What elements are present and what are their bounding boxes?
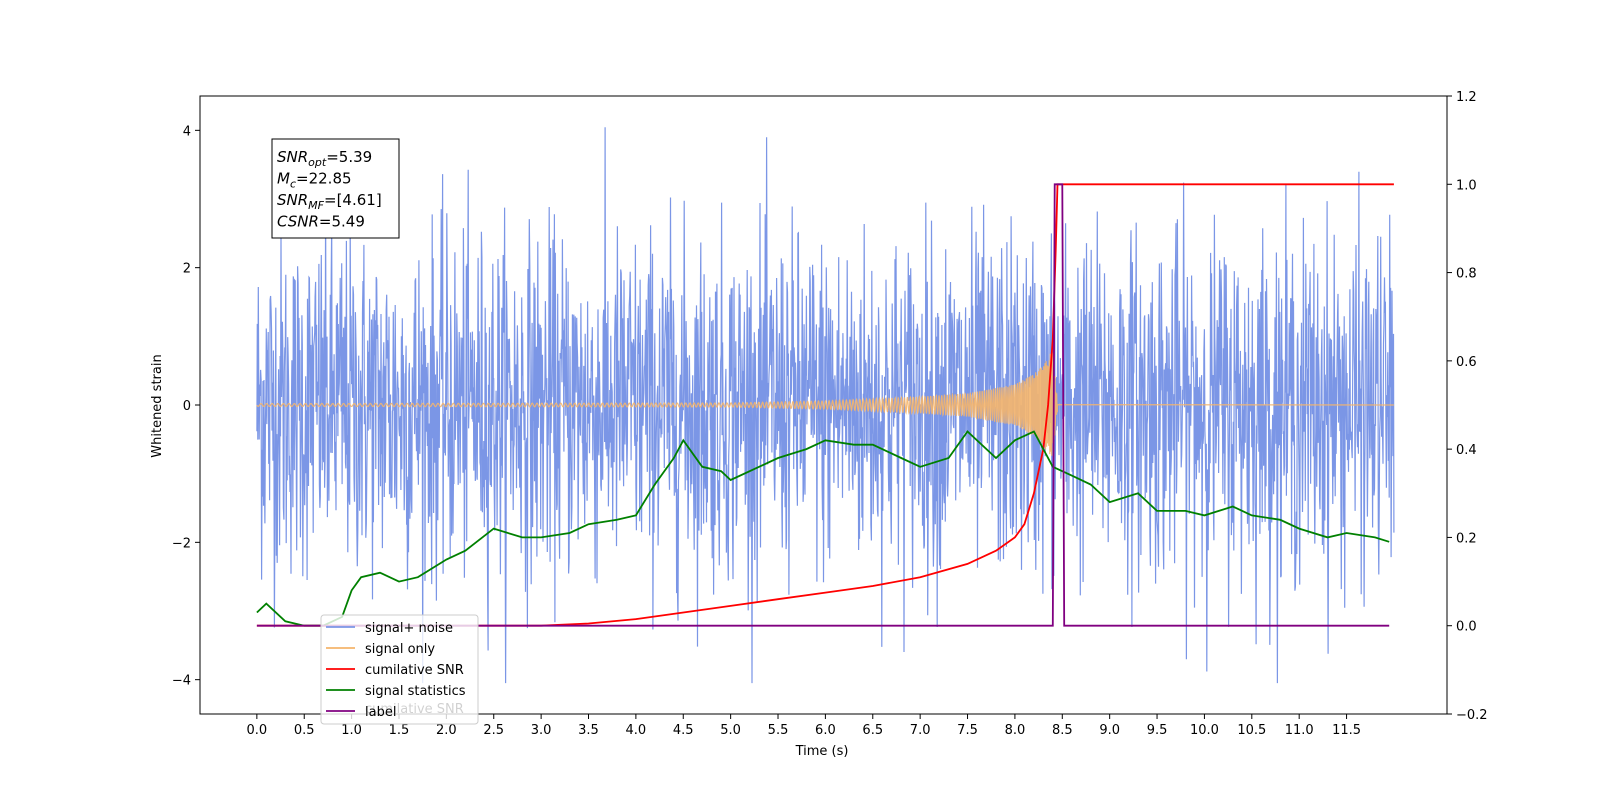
annotation-line: SNRopt=5.39 <box>277 148 372 169</box>
x-tick-label: 9.0 <box>1099 723 1120 738</box>
y2-tick-label: 0.2 <box>1456 531 1477 546</box>
y-tick-label: 2 <box>183 262 191 277</box>
x-tick-label: 8.0 <box>1005 723 1026 738</box>
series-cumulative-snr <box>256 183 1394 627</box>
legend: cumilative SNR signal+ noise signal only cu… <box>320 614 479 725</box>
y-tick-label: 4 <box>183 124 191 139</box>
legend-label: signal statistics <box>365 684 466 699</box>
y2-tick-label: 0.8 <box>1456 267 1477 282</box>
y2-tick-label: 0.0 <box>1456 620 1477 635</box>
x-tick-label: 6.0 <box>815 723 836 738</box>
legend-label: cumilative SNR <box>365 663 464 678</box>
y2-tick-label: 1.2 <box>1456 90 1477 105</box>
y-axis-ticks: 4 2 0 −2 −4 <box>172 124 200 689</box>
y2-tick-label: 0.6 <box>1456 355 1477 370</box>
annotation-line: CSNR=5.49 <box>277 213 365 231</box>
y2-tick-label: 1.0 <box>1456 178 1477 193</box>
annotation-frame <box>271 138 400 239</box>
legend-label: signal only <box>365 642 435 657</box>
annotation-line: Mc=22.85 <box>277 170 352 191</box>
x-tick-label: 8.5 <box>1052 723 1073 738</box>
series-signal-only <box>256 352 1394 456</box>
x-tick-label: 2.0 <box>436 723 457 738</box>
series-label <box>256 183 1390 627</box>
x-tick-label: 4.0 <box>626 723 647 738</box>
x-tick-label: 5.5 <box>768 723 789 738</box>
x-tick-label: 3.5 <box>578 723 599 738</box>
x-tick-label: 0.0 <box>247 723 268 738</box>
y2-tick-label: 0.4 <box>1456 443 1477 458</box>
y2-axis-ticks: 1.2 1.0 0.8 0.6 0.4 0.2 0.0 −0.2 <box>1447 90 1488 723</box>
legend-label: signal+ noise <box>365 621 453 636</box>
x-axis-ticks: 0.0 0.5 1.0 1.5 2.0 2.5 3.0 3.5 4.0 4.5 5.0 5.5 6.0 6… <box>247 714 1361 738</box>
x-tick-label: 10.5 <box>1237 723 1266 738</box>
x-tick-label: 11.5 <box>1332 723 1361 738</box>
x-tick-label: 3.0 <box>531 723 552 738</box>
x-tick-label: 11.0 <box>1285 723 1314 738</box>
x-tick-label: 9.5 <box>1147 723 1168 738</box>
x-tick-label: 10.0 <box>1190 723 1219 738</box>
x-tick-label: 1.0 <box>341 723 362 738</box>
y-tick-label: 0 <box>183 399 191 414</box>
legend-label: label <box>365 705 396 720</box>
y2-tick-label: −0.2 <box>1456 708 1488 723</box>
x-tick-label: 0.5 <box>294 723 315 738</box>
series-signal-statistics <box>256 430 1390 627</box>
y-tick-label: −4 <box>172 674 191 689</box>
y-axis-label: Whitened strain <box>150 354 165 457</box>
x-tick-label: 1.5 <box>389 723 410 738</box>
x-tick-label: 2.5 <box>483 723 504 738</box>
x-axis-label: Time (s) <box>795 744 849 759</box>
x-tick-label: 7.5 <box>957 723 978 738</box>
annotation-line: SNRMF=[4.61] <box>277 191 382 212</box>
legend-frame <box>320 614 479 725</box>
x-tick-label: 5.0 <box>720 723 741 738</box>
legend-ghost-text: cumilative SNR <box>365 702 464 717</box>
x-tick-label: 6.5 <box>862 723 883 738</box>
y-tick-label: −2 <box>172 536 191 551</box>
x-tick-label: 7.0 <box>910 723 931 738</box>
x-tick-label: 4.5 <box>673 723 694 738</box>
series-signal-noise <box>256 127 1395 684</box>
series-layer <box>256 127 1395 684</box>
